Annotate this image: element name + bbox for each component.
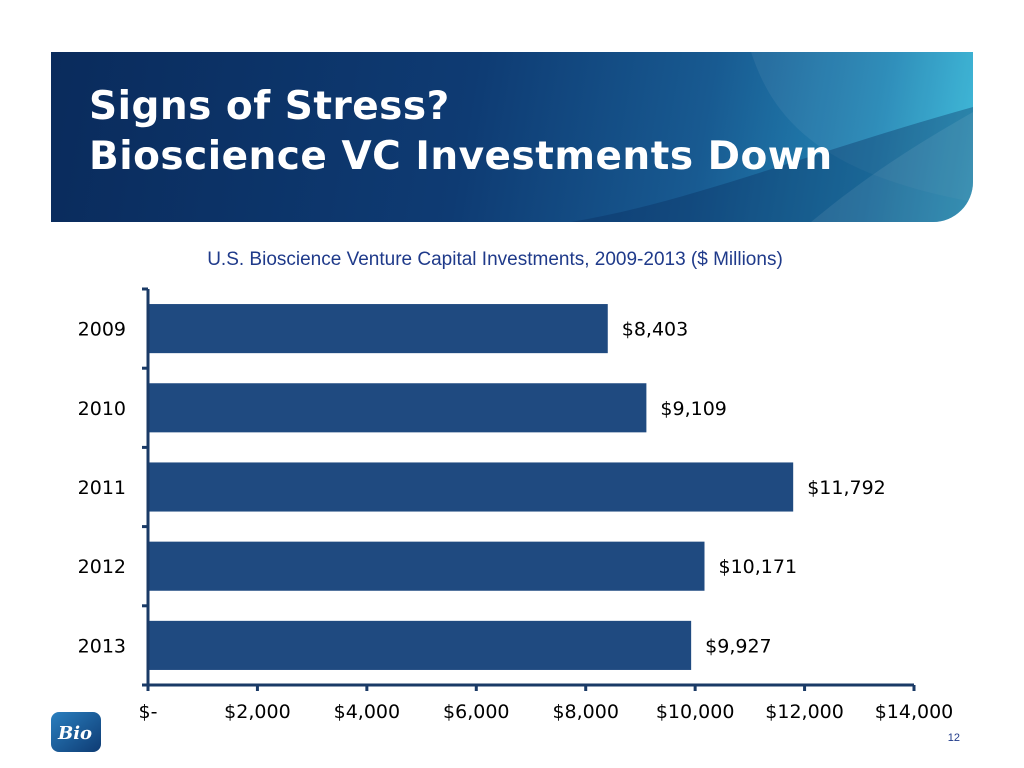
x-tick-label-14000: $14,000 <box>875 701 954 723</box>
bar-2012 <box>148 541 705 591</box>
data-label-2009: $8,403 <box>622 319 688 341</box>
bar-2009 <box>148 304 608 354</box>
data-label-2013: $9,927 <box>705 635 771 657</box>
slide-title: Signs of Stress? Bioscience VC Investmen… <box>89 82 833 182</box>
x-tick-label-0: $- <box>139 701 158 723</box>
x-tick-label-10000: $10,000 <box>656 701 735 723</box>
bar-2011 <box>148 462 794 512</box>
bar-2013 <box>148 620 692 670</box>
slide-title-line-2: Bioscience VC Investments Down <box>89 134 833 179</box>
bar-2010 <box>148 383 647 433</box>
data-label-2012: $10,171 <box>718 556 797 578</box>
chart-title: U.S. Bioscience Venture Capital Investme… <box>207 249 783 270</box>
data-label-2010: $9,109 <box>660 398 726 420</box>
data-label-2011: $11,792 <box>807 477 886 499</box>
category-label-2009: 2009 <box>78 319 126 341</box>
bio-logo: Bio <box>51 712 101 752</box>
banner-decoration <box>571 52 973 222</box>
x-tick-label-8000: $8,000 <box>552 701 618 723</box>
x-tick-label-4000: $4,000 <box>334 701 400 723</box>
page-number: 12 <box>947 732 960 744</box>
title-banner: Signs of Stress? Bioscience VC Investmen… <box>51 52 973 222</box>
logo-text: Bio <box>57 723 92 744</box>
category-label-2011: 2011 <box>78 477 126 499</box>
category-label-2012: 2012 <box>78 556 126 578</box>
x-tick-label-6000: $6,000 <box>443 701 509 723</box>
slide-title-line-1: Signs of Stress? <box>89 84 450 129</box>
x-tick-label-12000: $12,000 <box>765 701 844 723</box>
x-tick-label-2000: $2,000 <box>224 701 290 723</box>
category-label-2010: 2010 <box>78 398 126 420</box>
category-label-2013: 2013 <box>78 635 126 657</box>
